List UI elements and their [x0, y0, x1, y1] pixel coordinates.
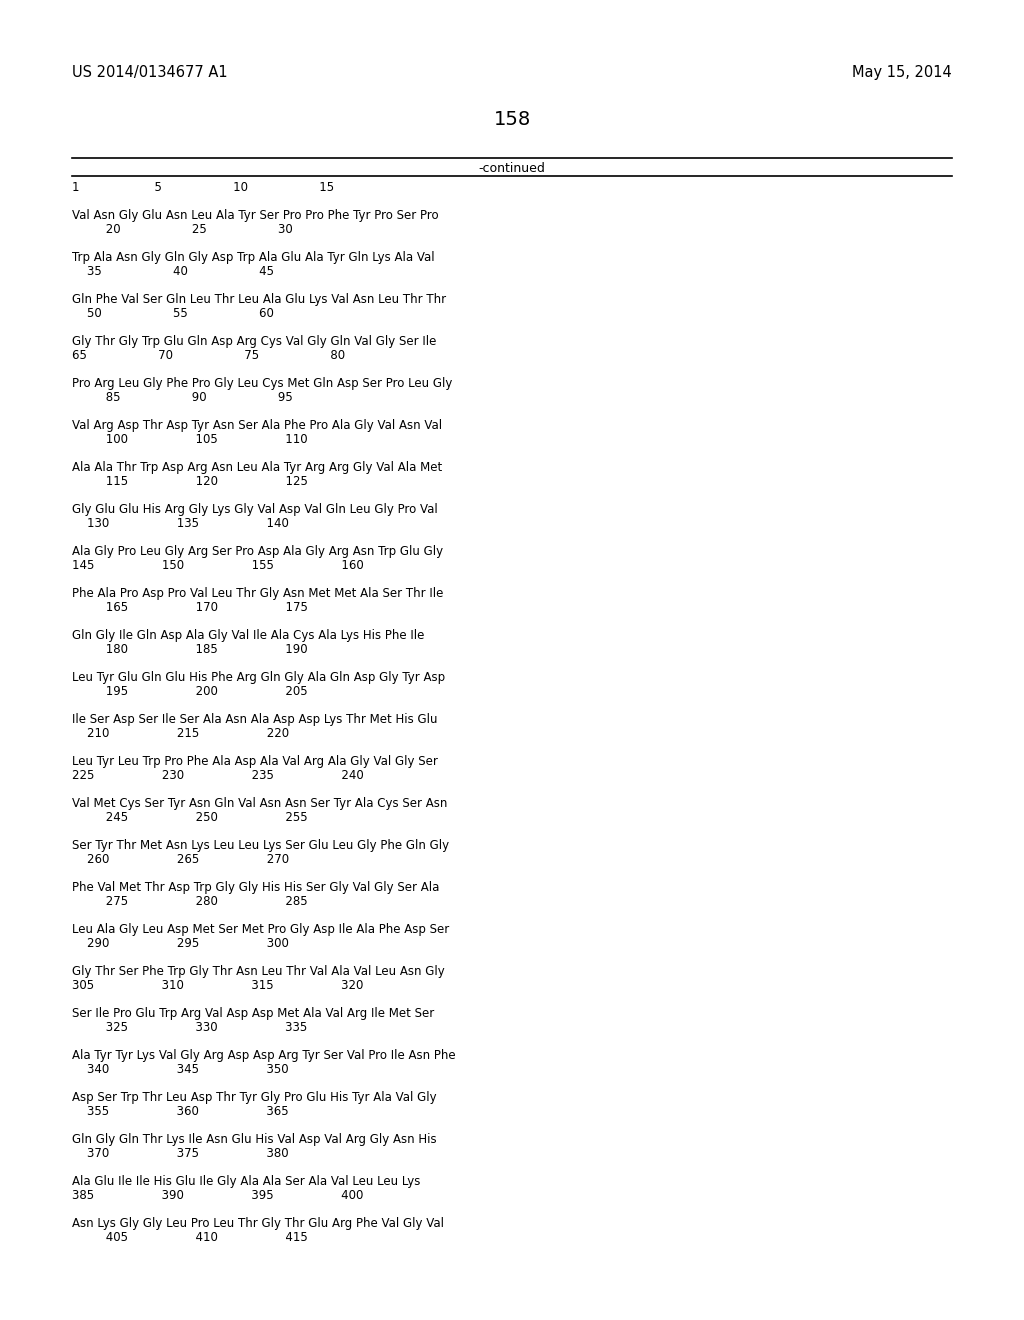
- Text: 225                  230                  235                  240: 225 230 235 240: [72, 770, 364, 781]
- Text: 260                  265                  270: 260 265 270: [72, 853, 289, 866]
- Text: Ala Tyr Tyr Lys Val Gly Arg Asp Asp Arg Tyr Ser Val Pro Ile Asn Phe: Ala Tyr Tyr Lys Val Gly Arg Asp Asp Arg …: [72, 1049, 456, 1063]
- Text: 195                  200                  205: 195 200 205: [72, 685, 307, 698]
- Text: 180                  185                  190: 180 185 190: [72, 643, 307, 656]
- Text: Gly Thr Ser Phe Trp Gly Thr Asn Leu Thr Val Ala Val Leu Asn Gly: Gly Thr Ser Phe Trp Gly Thr Asn Leu Thr …: [72, 965, 444, 978]
- Text: 340                  345                  350: 340 345 350: [72, 1063, 289, 1076]
- Text: Leu Tyr Glu Gln Glu His Phe Arg Gln Gly Ala Gln Asp Gly Tyr Asp: Leu Tyr Glu Gln Glu His Phe Arg Gln Gly …: [72, 671, 445, 684]
- Text: 210                  215                  220: 210 215 220: [72, 727, 289, 741]
- Text: Gly Thr Gly Trp Glu Gln Asp Arg Cys Val Gly Gln Val Gly Ser Ile: Gly Thr Gly Trp Glu Gln Asp Arg Cys Val …: [72, 335, 436, 348]
- Text: Pro Arg Leu Gly Phe Pro Gly Leu Cys Met Gln Asp Ser Pro Leu Gly: Pro Arg Leu Gly Phe Pro Gly Leu Cys Met …: [72, 378, 453, 389]
- Text: US 2014/0134677 A1: US 2014/0134677 A1: [72, 65, 227, 81]
- Text: Ile Ser Asp Ser Ile Ser Ala Asn Ala Asp Asp Lys Thr Met His Glu: Ile Ser Asp Ser Ile Ser Ala Asn Ala Asp …: [72, 713, 437, 726]
- Text: Gln Gly Ile Gln Asp Ala Gly Val Ile Ala Cys Ala Lys His Phe Ile: Gln Gly Ile Gln Asp Ala Gly Val Ile Ala …: [72, 630, 424, 642]
- Text: Gly Glu Glu His Arg Gly Lys Gly Val Asp Val Gln Leu Gly Pro Val: Gly Glu Glu His Arg Gly Lys Gly Val Asp …: [72, 503, 437, 516]
- Text: Asn Lys Gly Gly Leu Pro Leu Thr Gly Thr Glu Arg Phe Val Gly Val: Asn Lys Gly Gly Leu Pro Leu Thr Gly Thr …: [72, 1217, 444, 1230]
- Text: 325                  330                  335: 325 330 335: [72, 1020, 307, 1034]
- Text: Ser Ile Pro Glu Trp Arg Val Asp Asp Met Ala Val Arg Ile Met Ser: Ser Ile Pro Glu Trp Arg Val Asp Asp Met …: [72, 1007, 434, 1020]
- Text: 385                  390                  395                  400: 385 390 395 400: [72, 1189, 364, 1203]
- Text: Asp Ser Trp Thr Leu Asp Thr Tyr Gly Pro Glu His Tyr Ala Val Gly: Asp Ser Trp Thr Leu Asp Thr Tyr Gly Pro …: [72, 1092, 436, 1104]
- Text: 115                  120                  125: 115 120 125: [72, 475, 308, 488]
- Text: Ala Glu Ile Ile His Glu Ile Gly Ala Ala Ser Ala Val Leu Leu Lys: Ala Glu Ile Ile His Glu Ile Gly Ala Ala …: [72, 1175, 421, 1188]
- Text: 165                  170                  175: 165 170 175: [72, 601, 308, 614]
- Text: 370                  375                  380: 370 375 380: [72, 1147, 289, 1160]
- Text: -continued: -continued: [478, 162, 546, 176]
- Text: 1                    5                   10                   15: 1 5 10 15: [72, 181, 334, 194]
- Text: 245                  250                  255: 245 250 255: [72, 810, 307, 824]
- Text: Gln Gly Gln Thr Lys Ile Asn Glu His Val Asp Val Arg Gly Asn His: Gln Gly Gln Thr Lys Ile Asn Glu His Val …: [72, 1133, 436, 1146]
- Text: Leu Ala Gly Leu Asp Met Ser Met Pro Gly Asp Ile Ala Phe Asp Ser: Leu Ala Gly Leu Asp Met Ser Met Pro Gly …: [72, 923, 450, 936]
- Text: Phe Val Met Thr Asp Trp Gly Gly His His Ser Gly Val Gly Ser Ala: Phe Val Met Thr Asp Trp Gly Gly His His …: [72, 880, 439, 894]
- Text: 65                   70                   75                   80: 65 70 75 80: [72, 348, 345, 362]
- Text: Ala Gly Pro Leu Gly Arg Ser Pro Asp Ala Gly Arg Asn Trp Glu Gly: Ala Gly Pro Leu Gly Arg Ser Pro Asp Ala …: [72, 545, 443, 558]
- Text: Leu Tyr Leu Trp Pro Phe Ala Asp Ala Val Arg Ala Gly Val Gly Ser: Leu Tyr Leu Trp Pro Phe Ala Asp Ala Val …: [72, 755, 438, 768]
- Text: 85                   90                   95: 85 90 95: [72, 391, 293, 404]
- Text: 405                  410                  415: 405 410 415: [72, 1232, 308, 1243]
- Text: 20                   25                   30: 20 25 30: [72, 223, 293, 236]
- Text: 158: 158: [494, 110, 530, 129]
- Text: Val Asn Gly Glu Asn Leu Ala Tyr Ser Pro Pro Phe Tyr Pro Ser Pro: Val Asn Gly Glu Asn Leu Ala Tyr Ser Pro …: [72, 209, 438, 222]
- Text: 35                   40                   45: 35 40 45: [72, 265, 274, 279]
- Text: Val Met Cys Ser Tyr Asn Gln Val Asn Asn Ser Tyr Ala Cys Ser Asn: Val Met Cys Ser Tyr Asn Gln Val Asn Asn …: [72, 797, 447, 810]
- Text: 355                  360                  365: 355 360 365: [72, 1105, 289, 1118]
- Text: Ser Tyr Thr Met Asn Lys Leu Leu Lys Ser Glu Leu Gly Phe Gln Gly: Ser Tyr Thr Met Asn Lys Leu Leu Lys Ser …: [72, 840, 450, 851]
- Text: 130                  135                  140: 130 135 140: [72, 517, 289, 531]
- Text: May 15, 2014: May 15, 2014: [852, 65, 952, 81]
- Text: Phe Ala Pro Asp Pro Val Leu Thr Gly Asn Met Met Ala Ser Thr Ile: Phe Ala Pro Asp Pro Val Leu Thr Gly Asn …: [72, 587, 443, 601]
- Text: Trp Ala Asn Gly Gln Gly Asp Trp Ala Glu Ala Tyr Gln Lys Ala Val: Trp Ala Asn Gly Gln Gly Asp Trp Ala Glu …: [72, 251, 434, 264]
- Text: 100                  105                  110: 100 105 110: [72, 433, 307, 446]
- Text: 50                   55                   60: 50 55 60: [72, 308, 273, 319]
- Text: 145                  150                  155                  160: 145 150 155 160: [72, 558, 364, 572]
- Text: Val Arg Asp Thr Asp Tyr Asn Ser Ala Phe Pro Ala Gly Val Asn Val: Val Arg Asp Thr Asp Tyr Asn Ser Ala Phe …: [72, 418, 442, 432]
- Text: 305                  310                  315                  320: 305 310 315 320: [72, 979, 364, 993]
- Text: Ala Ala Thr Trp Asp Arg Asn Leu Ala Tyr Arg Arg Gly Val Ala Met: Ala Ala Thr Trp Asp Arg Asn Leu Ala Tyr …: [72, 461, 442, 474]
- Text: Gln Phe Val Ser Gln Leu Thr Leu Ala Glu Lys Val Asn Leu Thr Thr: Gln Phe Val Ser Gln Leu Thr Leu Ala Glu …: [72, 293, 446, 306]
- Text: 275                  280                  285: 275 280 285: [72, 895, 307, 908]
- Text: 290                  295                  300: 290 295 300: [72, 937, 289, 950]
